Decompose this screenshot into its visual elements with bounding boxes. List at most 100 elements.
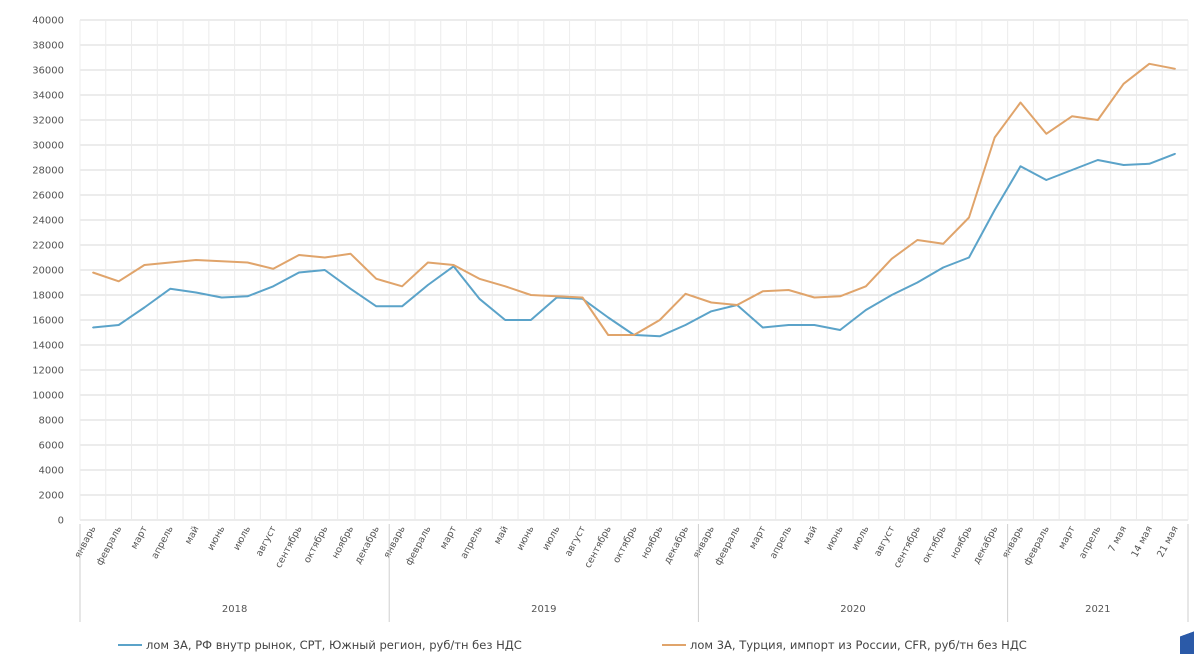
series-2-point <box>1148 62 1151 65</box>
legend: лом 3А, РФ внутр рынок, СРТ, Южный регио… <box>118 638 1027 652</box>
series-2-point <box>195 259 197 261</box>
x-tick-label: ноябрь <box>330 524 356 561</box>
y-tick-label: 36000 <box>32 66 64 77</box>
series-1-point <box>195 291 197 294</box>
x-tick-label: март <box>129 524 150 551</box>
x-tick-label: февраль <box>404 524 434 568</box>
x-tick-label: декабрь <box>662 524 691 566</box>
y-tick-label: 2000 <box>39 491 64 502</box>
series-1-point <box>1019 165 1022 168</box>
series-2-point <box>220 260 223 263</box>
x-tick-label: июнь <box>205 524 227 552</box>
series-1-point <box>1122 164 1125 166</box>
y-tick-label: 10000 <box>32 391 64 402</box>
series-2-point <box>633 334 635 336</box>
x-tick-label: октябрь <box>920 524 949 565</box>
series-1-point <box>993 209 996 211</box>
series-1-point <box>839 329 841 331</box>
x-tick-label: март <box>747 524 768 551</box>
series-2-point <box>427 261 429 264</box>
series-1-point <box>169 287 171 290</box>
series-2-point <box>92 271 94 274</box>
series-2-point <box>1097 119 1099 121</box>
series-1-point <box>401 305 403 308</box>
x-tick-label: май <box>492 524 511 546</box>
series-2-point <box>530 294 532 296</box>
x-tick-label: ноябрь <box>948 524 974 561</box>
y-tick-label: 20000 <box>32 266 64 277</box>
series-1-point <box>478 297 481 300</box>
x-tick-label: ноябрь <box>639 524 665 561</box>
series-2-point <box>968 216 970 219</box>
series-2-point <box>323 256 326 259</box>
y-tick-label: 40000 <box>32 16 64 27</box>
series-2-point <box>839 295 841 298</box>
series-1-point <box>1174 152 1176 155</box>
legend-label-series-1: лом 3А, РФ внутр рынок, СРТ, Южный регио… <box>146 638 522 652</box>
series-lines <box>92 62 1176 338</box>
year-label: 2020 <box>840 604 865 615</box>
series-1-point <box>658 335 661 338</box>
series-2-point <box>555 295 558 298</box>
x-tick-label: апрель <box>768 524 795 561</box>
series-2-point <box>916 239 919 241</box>
series-1-point <box>787 324 790 326</box>
x-tick-label: февраль <box>713 524 743 568</box>
series-1-point <box>865 309 867 311</box>
x-tick-label: декабрь <box>971 524 1000 566</box>
x-tick-label: 21 мая <box>1155 524 1181 559</box>
series-2-point <box>117 280 120 283</box>
series-1-point <box>890 294 893 296</box>
series-2-point <box>452 264 455 266</box>
series-2-point <box>684 292 687 295</box>
series-2-point <box>349 252 352 255</box>
x-tick-label: апрель <box>149 524 176 561</box>
series-2-point <box>581 296 584 299</box>
series-2-point <box>762 290 764 293</box>
series-1-point <box>504 319 506 321</box>
series-2-point <box>1122 82 1125 85</box>
series-2-point <box>298 254 300 256</box>
series-2-point <box>1174 67 1176 70</box>
y-tick-label: 16000 <box>32 316 64 327</box>
x-tick-label: июль <box>231 524 253 552</box>
series-1-point <box>1097 159 1099 161</box>
y-tick-label: 4000 <box>39 466 64 477</box>
x-tick-label: март <box>438 524 459 551</box>
x-tick-label: апрель <box>459 524 486 561</box>
x-tick-label: 7 мая <box>1106 524 1129 554</box>
series-1-point <box>272 285 275 288</box>
series-2-point <box>890 257 893 260</box>
y-tick-label: 30000 <box>32 141 64 152</box>
x-tick-label: январь <box>1000 524 1026 560</box>
x-tick-label: август <box>254 524 279 559</box>
x-tick-label: август <box>872 524 897 559</box>
series-2-point <box>1045 132 1048 135</box>
series-1-point <box>607 316 610 319</box>
x-tick-label: февраль <box>1022 524 1052 568</box>
y-tick-label: 12000 <box>32 366 64 377</box>
x-tick-label: май <box>183 524 202 546</box>
series-2-point <box>942 242 945 245</box>
series-2-point <box>1071 115 1073 118</box>
series-1-point <box>92 326 94 329</box>
series-1-point <box>349 287 352 290</box>
gridlines <box>79 19 1189 521</box>
x-tick-label: 14 мая <box>1129 524 1155 559</box>
year-label: 2021 <box>1085 604 1110 615</box>
series-2-point <box>1019 101 1022 104</box>
x-tick-label: февраль <box>94 524 124 568</box>
series-2-point <box>169 261 171 264</box>
x-tick-label: март <box>1056 524 1077 551</box>
x-tick-label: январь <box>72 524 98 560</box>
y-tick-label: 32000 <box>32 116 64 127</box>
series-2-point <box>246 261 249 264</box>
x-tick-label: январь <box>691 524 717 560</box>
y-tick-label: 6000 <box>39 441 64 452</box>
series-1-point <box>323 269 326 271</box>
series-1-point <box>968 256 970 259</box>
corner-logo-fragment <box>1180 624 1194 654</box>
series-2-point <box>813 296 816 299</box>
series-1-point <box>1071 169 1073 171</box>
